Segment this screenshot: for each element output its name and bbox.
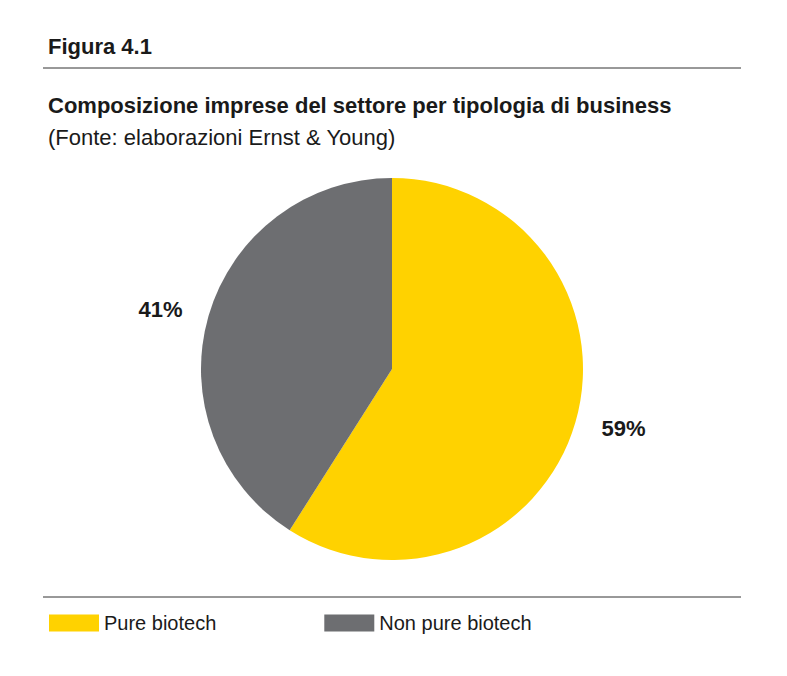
svg-text:41%: 41% bbox=[138, 297, 182, 322]
svg-text:Non pure biotech: Non pure biotech bbox=[379, 612, 531, 634]
svg-text:Pure biotech: Pure biotech bbox=[104, 612, 216, 634]
svg-text:(Fonte: elaborazioni Ernst & Y: (Fonte: elaborazioni Ernst & Young) bbox=[48, 125, 395, 150]
svg-text:59%: 59% bbox=[602, 416, 646, 441]
svg-text:Composizione imprese del setto: Composizione imprese del settore per tip… bbox=[48, 93, 671, 118]
svg-text:Figura 4.1: Figura 4.1 bbox=[48, 34, 152, 59]
